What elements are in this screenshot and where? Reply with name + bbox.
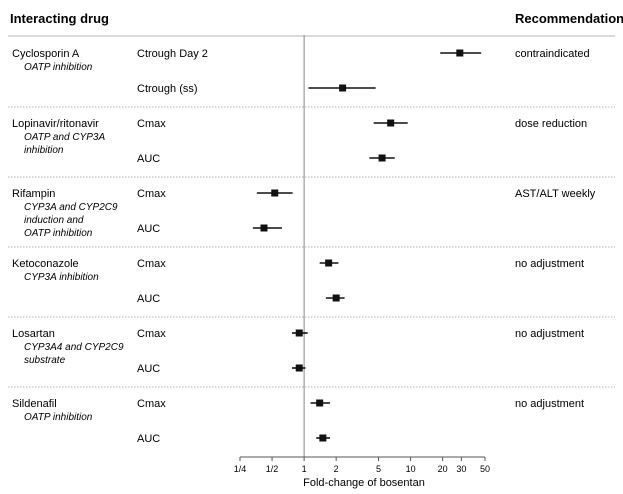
drug-mechanism: substrate — [24, 355, 66, 366]
point-estimate — [325, 259, 333, 267]
parameter-label: AUC — [137, 433, 160, 445]
x-tick-label: 50 — [480, 464, 490, 474]
point-estimate — [271, 189, 279, 197]
point-estimate — [295, 329, 303, 337]
point-estimate — [378, 154, 386, 162]
parameter-label: Cmax — [137, 328, 166, 340]
recommendation-text: dose reduction — [515, 118, 587, 130]
x-tick-label: 1/2 — [266, 464, 279, 474]
drug-mechanism: OATP inhibition — [24, 62, 93, 73]
point-estimate — [319, 434, 327, 442]
recommendation-text: no adjustment — [515, 258, 584, 270]
parameter-label: Cmax — [137, 188, 166, 200]
drug-name: Sildenafil — [12, 398, 57, 410]
recommendation-text: no adjustment — [515, 398, 584, 410]
x-tick-label: 5 — [376, 464, 381, 474]
parameter-label: Cmax — [137, 118, 166, 130]
point-estimate — [295, 364, 303, 372]
header-interacting-drug: Interacting drug — [10, 11, 109, 26]
parameter-label: AUC — [137, 293, 160, 305]
x-tick-label: 1/4 — [234, 464, 247, 474]
drug-name: Cyclosporin A — [12, 48, 80, 60]
drug-mechanism: induction and — [24, 215, 84, 226]
drug-mechanism: OATP and CYP3A — [24, 132, 105, 143]
drug-mechanism: OATP inhibition — [24, 412, 93, 423]
header-recommendation: Recommendation — [515, 11, 623, 26]
recommendation-text: no adjustment — [515, 328, 584, 340]
plot-layer: 1/4 1/2 1 2 5 10 20 30 50 Cyclosporin A OATP inhib… — [8, 35, 615, 474]
parameter-label: Cmax — [137, 258, 166, 270]
point-estimate — [332, 294, 340, 302]
parameter-label: Ctrough (ss) — [137, 83, 198, 95]
point-estimate — [316, 399, 324, 407]
point-estimate — [260, 224, 268, 232]
x-tick-label: 2 — [334, 464, 339, 474]
parameter-label: Ctrough Day 2 — [137, 48, 208, 60]
drug-mechanism: inhibition — [24, 145, 64, 156]
x-tick-label: 10 — [406, 464, 416, 474]
parameter-label: AUC — [137, 153, 160, 165]
x-tick-label: 30 — [456, 464, 466, 474]
drug-name: Lopinavir/ritonavir — [12, 118, 99, 130]
x-tick-label: 20 — [438, 464, 448, 474]
point-estimate — [387, 119, 395, 127]
drug-mechanism: CYP3A4 and CYP2C9 — [24, 342, 124, 353]
recommendation-text: contraindicated — [515, 48, 590, 60]
drug-mechanism: CYP3A and CYP2C9 — [24, 202, 118, 213]
x-tick-label: 1 — [302, 464, 307, 474]
recommendation-text: AST/ALT weekly — [515, 188, 596, 200]
parameter-label: AUC — [137, 363, 160, 375]
point-estimate — [339, 84, 347, 92]
x-axis-label: Fold-change of bosentan — [303, 477, 425, 489]
drug-mechanism: OATP inhibition — [24, 228, 93, 239]
parameter-label: AUC — [137, 223, 160, 235]
drug-name: Rifampin — [12, 188, 55, 200]
point-estimate — [456, 49, 464, 57]
parameter-label: Cmax — [137, 398, 166, 410]
drug-name: Losartan — [12, 328, 55, 340]
drug-name: Ketoconazole — [12, 258, 79, 270]
drug-mechanism: CYP3A inhibition — [24, 272, 99, 283]
